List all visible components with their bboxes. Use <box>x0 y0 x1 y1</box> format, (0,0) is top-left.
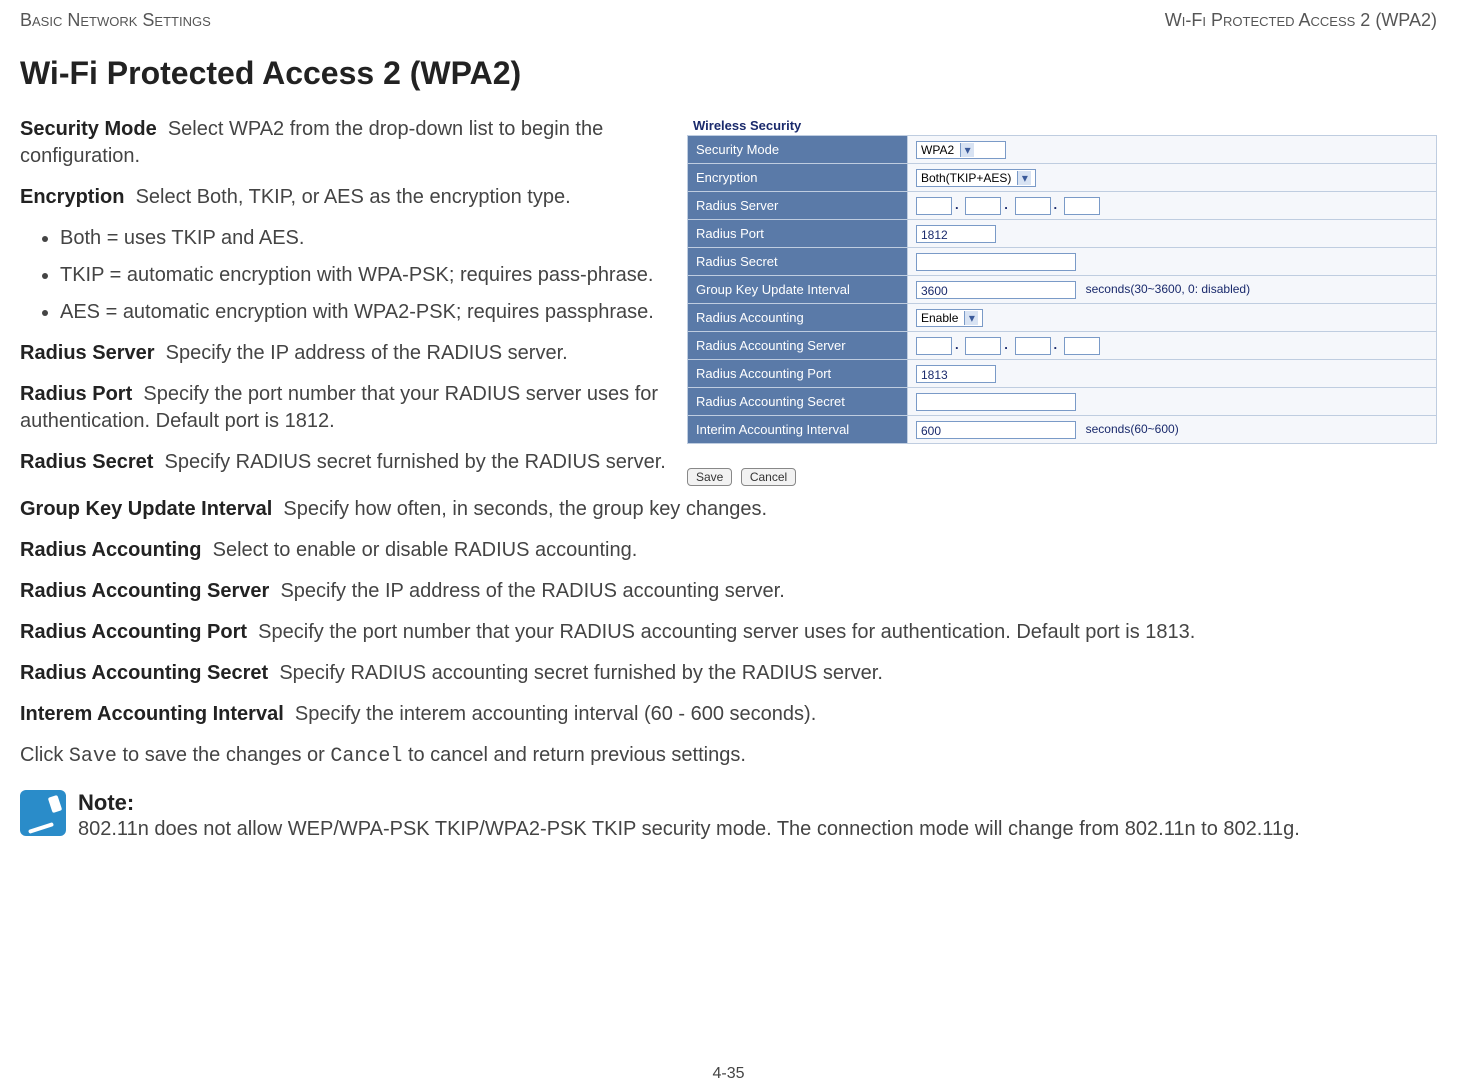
row-radius-acct-secret: Radius Accounting Secret <box>688 388 1437 416</box>
select-encryption[interactable]: Both(TKIP+AES) ▾ <box>916 169 1036 187</box>
ip-dot: . <box>1004 197 1008 212</box>
page-number: 4-35 <box>712 1065 744 1083</box>
label-security-mode: Security Mode <box>688 136 908 164</box>
page-title: Wi-Fi Protected Access 2 (WPA2) <box>20 55 1437 92</box>
form-table: Security Mode WPA2 ▾ Encryption Both(TKIP… <box>687 135 1437 444</box>
desc-interim: Specify the interem accounting interval … <box>295 703 816 725</box>
form-panel-title: Wireless Security <box>687 116 1437 135</box>
input-radius-acct-server-oct2[interactable] <box>965 337 1001 355</box>
input-group-key[interactable]: 3600 <box>916 281 1076 299</box>
cancel-button[interactable]: Cancel <box>741 468 796 486</box>
select-radius-acct[interactable]: Enable ▾ <box>916 309 983 327</box>
header-right: Wi-Fi Protected Access 2 (WPA2) <box>1165 10 1437 31</box>
ip-dot: . <box>955 337 959 352</box>
term-interim: Interem Accounting Interval <box>20 703 284 725</box>
label-radius-secret: Radius Secret <box>688 248 908 276</box>
row-interim: Interim Accounting Interval 600 seconds(… <box>688 416 1437 444</box>
ip-dot: . <box>1004 337 1008 352</box>
label-radius-acct-secret: Radius Accounting Secret <box>688 388 908 416</box>
desc-radius-acct-server: Specify the IP address of the RADIUS acc… <box>280 580 784 602</box>
row-security-mode: Security Mode WPA2 ▾ <box>688 136 1437 164</box>
save-cancel-mid: to save the changes or <box>117 744 330 766</box>
input-radius-acct-server-oct1[interactable] <box>916 337 952 355</box>
row-radius-port: Radius Port 1812 <box>688 220 1437 248</box>
row-radius-acct-port: Radius Accounting Port 1813 <box>688 360 1437 388</box>
term-radius-acct-secret: Radius Accounting Secret <box>20 662 268 684</box>
input-radius-port[interactable]: 1812 <box>916 225 996 243</box>
desc-radius-acct-port: Specify the port number that your RADIUS… <box>258 621 1195 643</box>
term-group-key: Group Key Update Interval <box>20 498 272 520</box>
label-radius-acct-server: Radius Accounting Server <box>688 332 908 360</box>
chevron-down-icon: ▾ <box>964 311 978 325</box>
form-panel: Wireless Security Security Mode WPA2 ▾ En… <box>687 116 1437 486</box>
save-button[interactable]: Save <box>687 468 732 486</box>
desc-radius-secret: Specify RADIUS secret furnished by the R… <box>165 451 666 473</box>
input-interim[interactable]: 600 <box>916 421 1076 439</box>
save-cancel-pre: Click <box>20 744 69 766</box>
term-encryption: Encryption <box>20 186 124 208</box>
input-radius-server-oct4[interactable] <box>1064 197 1100 215</box>
save-word: Save <box>69 745 117 768</box>
label-group-key: Group Key Update Interval <box>688 276 908 304</box>
select-security-mode-value: WPA2 <box>921 143 954 157</box>
ip-dot: . <box>1054 337 1058 352</box>
desc-radius-acct-secret: Specify RADIUS accounting secret furnish… <box>279 662 883 684</box>
select-encryption-value: Both(TKIP+AES) <box>921 171 1011 185</box>
header-left: Basic Network Settings <box>20 10 211 31</box>
save-cancel-post: to cancel and return previous settings. <box>402 744 746 766</box>
input-radius-server-oct3[interactable] <box>1015 197 1051 215</box>
input-radius-server-oct2[interactable] <box>965 197 1001 215</box>
select-radius-acct-value: Enable <box>921 311 958 325</box>
label-radius-acct-port: Radius Accounting Port <box>688 360 908 388</box>
label-radius-server: Radius Server <box>688 192 908 220</box>
chevron-down-icon: ▾ <box>960 143 974 157</box>
desc-group-key: Specify how often, in seconds, the group… <box>283 498 767 520</box>
input-radius-secret[interactable] <box>916 253 1076 271</box>
row-encryption: Encryption Both(TKIP+AES) ▾ <box>688 164 1437 192</box>
input-radius-acct-port[interactable]: 1813 <box>916 365 996 383</box>
description-column: Security Mode Select WPA2 from the drop-… <box>20 116 667 490</box>
label-interim: Interim Accounting Interval <box>688 416 908 444</box>
ip-dot: . <box>1054 197 1058 212</box>
term-radius-acct-port: Radius Accounting Port <box>20 621 247 643</box>
cancel-word: Cancel <box>330 745 402 768</box>
desc-radius-acct: Select to enable or disable RADIUS accou… <box>213 539 638 561</box>
term-radius-secret: Radius Secret <box>20 451 153 473</box>
chevron-down-icon: ▾ <box>1017 171 1031 185</box>
term-radius-acct: Radius Accounting <box>20 539 201 561</box>
encryption-bullets: Both = uses TKIP and AES. TKIP = automat… <box>20 225 667 326</box>
row-radius-acct-server: Radius Accounting Server . . . <box>688 332 1437 360</box>
term-radius-acct-server: Radius Accounting Server <box>20 580 269 602</box>
label-radius-acct: Radius Accounting <box>688 304 908 332</box>
bullet-tkip: TKIP = automatic encryption with WPA-PSK… <box>60 262 667 289</box>
input-radius-acct-server-oct4[interactable] <box>1064 337 1100 355</box>
ip-dot: . <box>955 197 959 212</box>
desc-radius-server: Specify the IP address of the RADIUS ser… <box>166 342 568 364</box>
input-radius-acct-secret[interactable] <box>916 393 1076 411</box>
input-radius-server-oct1[interactable] <box>916 197 952 215</box>
label-encryption: Encryption <box>688 164 908 192</box>
select-security-mode[interactable]: WPA2 ▾ <box>916 141 1006 159</box>
row-group-key: Group Key Update Interval 3600 seconds(3… <box>688 276 1437 304</box>
term-security-mode: Security Mode <box>20 118 157 140</box>
label-radius-port: Radius Port <box>688 220 908 248</box>
term-radius-port: Radius Port <box>20 383 132 405</box>
bullet-aes: AES = automatic encryption with WPA2-PSK… <box>60 299 667 326</box>
row-radius-secret: Radius Secret <box>688 248 1437 276</box>
bullet-both: Both = uses TKIP and AES. <box>60 225 667 252</box>
description-continued: Group Key Update Interval Specify how of… <box>20 496 1437 770</box>
note-title: Note: <box>78 790 1300 816</box>
hint-interim: seconds(60~600) <box>1086 422 1179 436</box>
term-radius-server: Radius Server <box>20 342 155 364</box>
note-body: 802.11n does not allow WEP/WPA-PSK TKIP/… <box>78 816 1300 842</box>
pencil-note-icon <box>20 790 66 836</box>
hint-group-key: seconds(30~3600, 0: disabled) <box>1086 282 1250 296</box>
desc-encryption: Select Both, TKIP, or AES as the encrypt… <box>136 186 571 208</box>
input-radius-acct-server-oct3[interactable] <box>1015 337 1051 355</box>
row-radius-acct: Radius Accounting Enable ▾ <box>688 304 1437 332</box>
row-radius-server: Radius Server . . . <box>688 192 1437 220</box>
note-box: Note: 802.11n does not allow WEP/WPA-PSK… <box>20 790 1437 842</box>
